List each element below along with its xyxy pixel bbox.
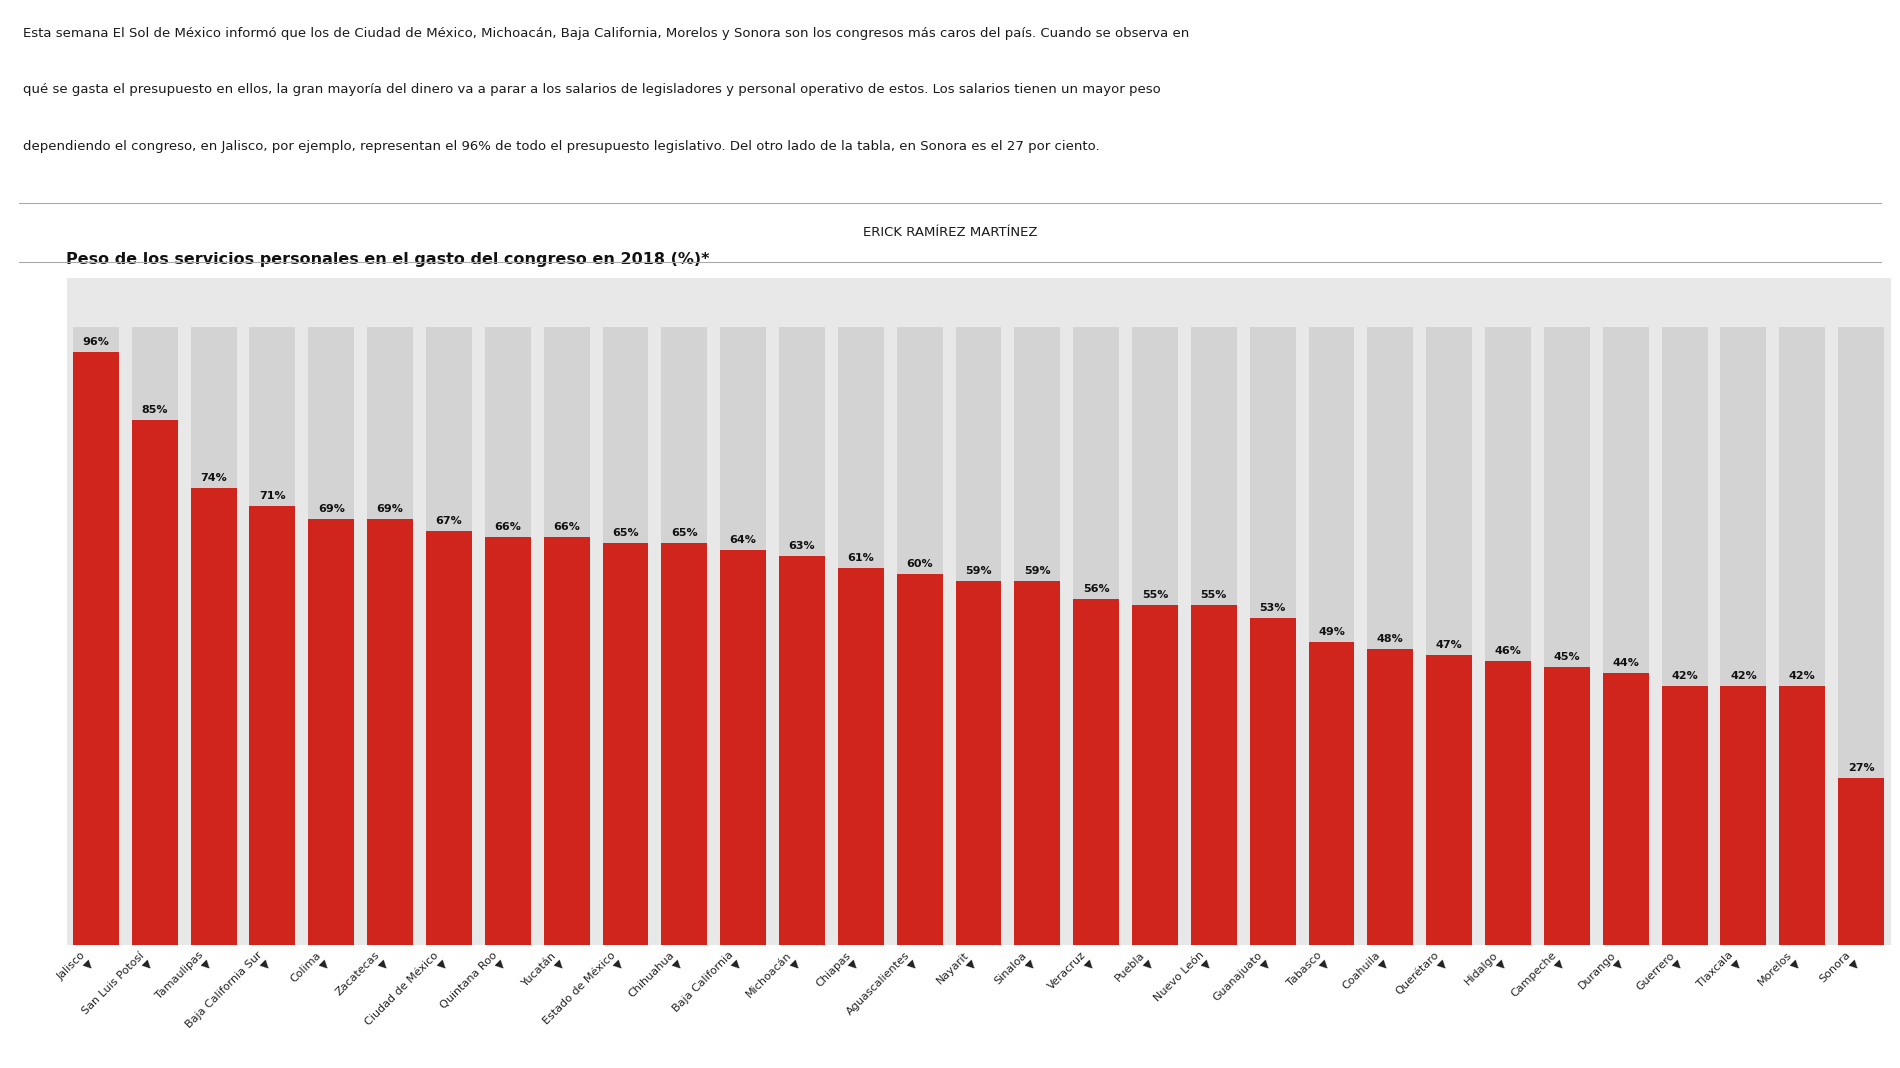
Bar [1545, 327, 1590, 945]
Text: 49%: 49% [1319, 627, 1345, 638]
Bar [426, 531, 471, 945]
Bar [308, 327, 353, 945]
Bar [367, 519, 412, 945]
Bar [1427, 655, 1473, 945]
Bar [779, 327, 825, 945]
Bar [1309, 327, 1355, 945]
Bar [1837, 327, 1885, 945]
Bar [897, 327, 942, 945]
Text: 42%: 42% [1790, 671, 1816, 680]
Bar [661, 544, 707, 945]
Bar [1250, 617, 1296, 945]
Bar [956, 581, 1001, 945]
Bar [190, 327, 236, 945]
Text: qué se gasta el presupuesto en ellos, la gran mayoría del dinero va a parar a lo: qué se gasta el presupuesto en ellos, la… [23, 83, 1161, 96]
Bar [131, 420, 179, 945]
Bar [1074, 327, 1119, 945]
Bar [1191, 606, 1237, 945]
Text: Peso de los servicios personales en el gasto del congreso en 2018 (%)*: Peso de los servicios personales en el g… [66, 252, 711, 267]
Bar [72, 327, 120, 945]
Bar [1721, 327, 1767, 945]
Bar [1778, 327, 1826, 945]
Bar [190, 488, 236, 945]
Text: 85%: 85% [141, 405, 167, 414]
Bar [1309, 642, 1355, 945]
Bar [1427, 327, 1473, 945]
Bar [661, 327, 707, 945]
Text: Esta semana El Sol de México informó que los de Ciudad de México, Michoacán, Baj: Esta semana El Sol de México informó que… [23, 27, 1189, 40]
Bar [779, 555, 825, 945]
Bar [1662, 686, 1708, 945]
Bar [308, 519, 353, 945]
Text: 45%: 45% [1554, 653, 1581, 662]
Bar [131, 327, 179, 945]
Text: 64%: 64% [730, 535, 756, 545]
Text: 59%: 59% [965, 566, 992, 576]
Text: 63%: 63% [788, 540, 815, 551]
Bar [1191, 327, 1237, 945]
Text: 48%: 48% [1378, 633, 1404, 644]
Bar [1074, 599, 1119, 945]
Bar [543, 537, 589, 945]
Bar [1837, 779, 1885, 945]
Bar [1604, 673, 1649, 945]
Text: 74%: 74% [200, 473, 226, 483]
Bar [249, 506, 294, 945]
Bar [1662, 327, 1708, 945]
Bar [838, 327, 884, 945]
Bar [249, 327, 294, 945]
Bar [1015, 327, 1060, 945]
Bar [720, 550, 766, 945]
Bar [426, 327, 471, 945]
Text: 66%: 66% [553, 522, 580, 532]
Bar [72, 351, 120, 945]
Bar [956, 327, 1001, 945]
Text: dependiendo el congreso, en Jalisco, por ejemplo, representan el 96% de todo el : dependiendo el congreso, en Jalisco, por… [23, 140, 1100, 153]
Bar [1778, 686, 1826, 945]
Bar [838, 568, 884, 945]
Bar [1486, 661, 1531, 945]
Text: 65%: 65% [671, 529, 697, 538]
Text: 42%: 42% [1672, 671, 1699, 680]
Text: 66%: 66% [494, 522, 521, 532]
Text: 71%: 71% [258, 491, 285, 501]
Bar [1250, 327, 1296, 945]
Bar [720, 327, 766, 945]
Bar [1604, 327, 1649, 945]
Bar [1721, 686, 1767, 945]
Text: 69%: 69% [317, 504, 344, 514]
Bar [1486, 327, 1531, 945]
Text: 65%: 65% [612, 529, 638, 538]
Text: 55%: 55% [1201, 591, 1227, 600]
Bar [602, 327, 648, 945]
Bar [1545, 668, 1590, 945]
Text: 44%: 44% [1613, 658, 1640, 669]
Bar [367, 327, 412, 945]
Bar [1132, 606, 1178, 945]
Text: 47%: 47% [1436, 640, 1463, 649]
Bar [484, 327, 530, 945]
Text: 56%: 56% [1083, 584, 1110, 594]
Bar [484, 537, 530, 945]
Text: 46%: 46% [1495, 646, 1522, 656]
Text: ERICK RAMÍREZ MARTÍNEZ: ERICK RAMÍREZ MARTÍNEZ [863, 225, 1037, 239]
Text: 61%: 61% [847, 553, 874, 563]
Bar [1368, 327, 1414, 945]
Bar [543, 327, 589, 945]
Text: 60%: 60% [906, 560, 933, 569]
Text: 69%: 69% [376, 504, 403, 514]
Text: 27%: 27% [1849, 764, 1875, 773]
Bar [1132, 327, 1178, 945]
Bar [1368, 648, 1414, 945]
Text: 96%: 96% [82, 336, 110, 347]
Text: 53%: 53% [1260, 602, 1286, 613]
Text: 67%: 67% [435, 516, 462, 527]
Bar [897, 575, 942, 945]
Bar [1015, 581, 1060, 945]
Text: 42%: 42% [1731, 671, 1758, 680]
Bar [602, 544, 648, 945]
Text: 55%: 55% [1142, 591, 1168, 600]
Text: 59%: 59% [1024, 566, 1051, 576]
